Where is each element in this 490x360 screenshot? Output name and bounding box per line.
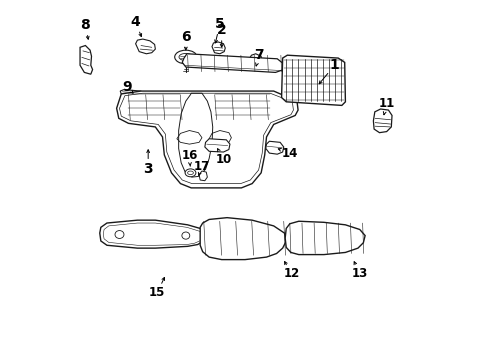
Polygon shape — [266, 141, 284, 154]
Polygon shape — [200, 218, 286, 260]
Polygon shape — [205, 139, 230, 152]
Ellipse shape — [182, 232, 190, 239]
Text: 3: 3 — [144, 162, 153, 176]
Text: 16: 16 — [181, 149, 197, 162]
Polygon shape — [212, 42, 225, 54]
Text: 7: 7 — [254, 48, 264, 62]
Ellipse shape — [115, 230, 124, 238]
Polygon shape — [373, 109, 392, 133]
Text: 15: 15 — [149, 287, 165, 300]
Text: 11: 11 — [379, 98, 395, 111]
Text: 13: 13 — [352, 267, 368, 280]
Text: 4: 4 — [131, 15, 141, 29]
Polygon shape — [100, 220, 206, 248]
Text: 14: 14 — [282, 147, 298, 159]
Ellipse shape — [175, 50, 197, 64]
Text: 8: 8 — [80, 18, 90, 32]
Text: 1: 1 — [330, 58, 340, 72]
Ellipse shape — [185, 169, 196, 177]
Polygon shape — [120, 90, 142, 95]
Text: 10: 10 — [216, 153, 232, 166]
Polygon shape — [282, 55, 345, 105]
Polygon shape — [199, 171, 207, 181]
Polygon shape — [136, 39, 155, 54]
Polygon shape — [285, 221, 365, 255]
Text: 9: 9 — [122, 80, 131, 94]
Text: 17: 17 — [194, 160, 210, 173]
Text: 6: 6 — [181, 30, 191, 44]
Polygon shape — [117, 91, 298, 188]
Text: 5: 5 — [215, 17, 225, 31]
Text: 2: 2 — [217, 23, 226, 37]
Polygon shape — [80, 45, 93, 74]
Text: 12: 12 — [284, 267, 300, 280]
Polygon shape — [248, 54, 262, 71]
Polygon shape — [182, 54, 285, 72]
